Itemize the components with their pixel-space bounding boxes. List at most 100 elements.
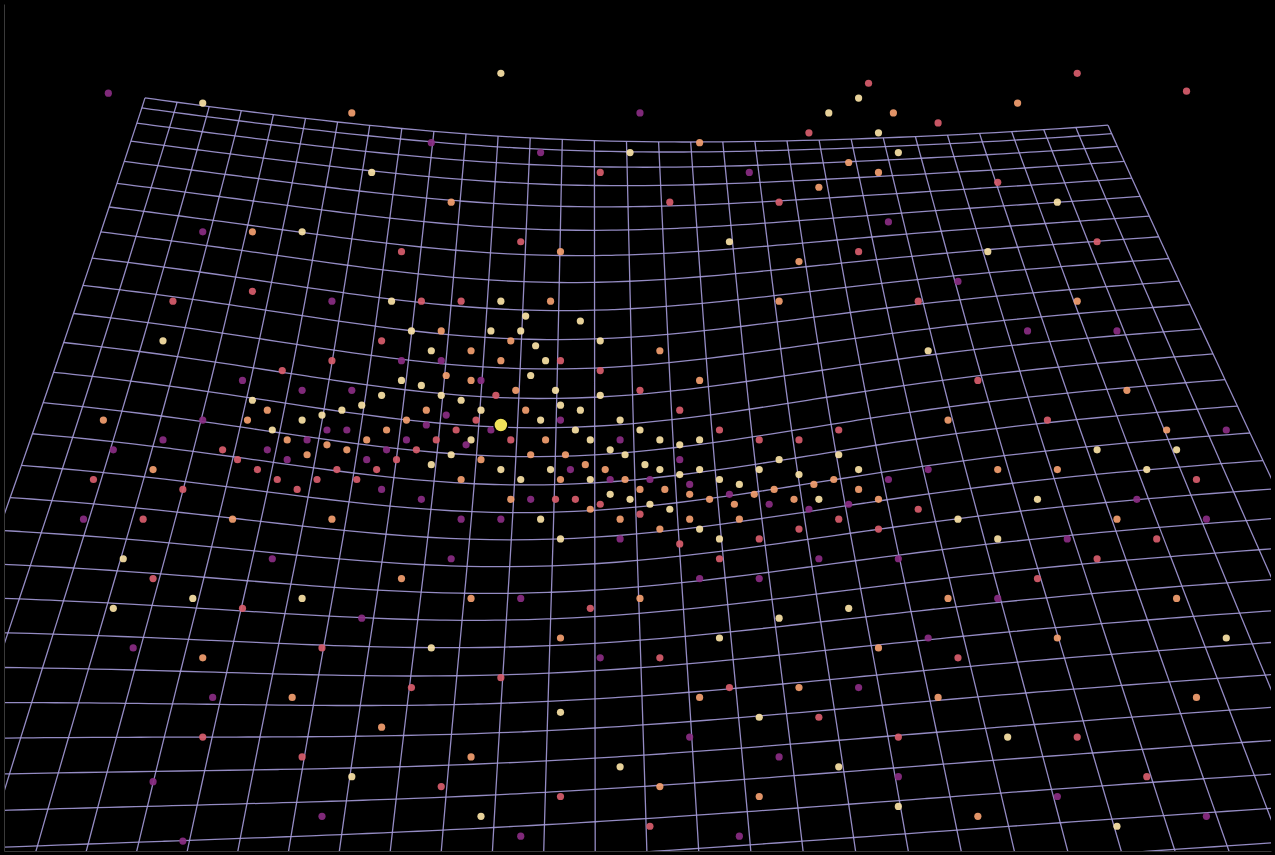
star-point	[1113, 516, 1120, 523]
mesh-line	[787, 141, 923, 851]
star-point	[731, 501, 738, 508]
star-point	[1173, 446, 1180, 453]
star-point	[1093, 238, 1100, 245]
star-point	[537, 416, 544, 423]
star-point	[467, 595, 474, 602]
star-point	[159, 337, 166, 344]
mesh-line	[1108, 125, 1271, 851]
star-point	[497, 357, 504, 364]
star-point	[885, 476, 892, 483]
star-point	[776, 199, 783, 206]
star-point	[895, 733, 902, 740]
star-point	[666, 199, 673, 206]
star-point	[100, 416, 107, 423]
star-point	[835, 426, 842, 433]
star-point	[383, 446, 390, 453]
star-point	[1054, 199, 1061, 206]
star-point	[527, 372, 534, 379]
star-point	[890, 109, 897, 116]
mesh-line	[980, 133, 1252, 851]
star-point	[1093, 446, 1100, 453]
star-point	[895, 773, 902, 780]
star-point	[110, 446, 117, 453]
star-point	[1064, 535, 1071, 542]
star-point	[656, 347, 663, 354]
star-point	[572, 496, 579, 503]
star-point	[279, 367, 286, 374]
star-point	[428, 347, 435, 354]
star-point	[378, 486, 385, 493]
mesh-line	[541, 139, 563, 851]
star-point	[299, 753, 306, 760]
star-point	[562, 451, 569, 458]
star-point	[199, 733, 206, 740]
mesh-line	[1012, 132, 1271, 851]
mesh-line	[915, 137, 1142, 851]
star-point	[835, 516, 842, 523]
series	[100, 99, 1200, 819]
star-point	[756, 793, 763, 800]
star-point	[149, 575, 156, 582]
star-point	[795, 525, 802, 532]
star-point	[954, 654, 961, 661]
star-point	[935, 119, 942, 126]
star-point	[994, 466, 1001, 473]
star-point	[1193, 476, 1200, 483]
star-point	[636, 511, 643, 518]
star-point	[845, 501, 852, 508]
star-point	[1014, 99, 1021, 106]
axis-line	[4, 5, 5, 852]
star-point	[348, 773, 355, 780]
star-point	[552, 496, 559, 503]
mesh-line	[948, 135, 1197, 851]
star-point	[984, 248, 991, 255]
star-point	[661, 486, 668, 493]
star-point	[1143, 466, 1150, 473]
star-point	[626, 496, 633, 503]
star-point	[686, 491, 693, 498]
mesh-line	[4, 107, 209, 851]
star-point	[915, 298, 922, 305]
star-point	[686, 733, 693, 740]
star-point	[795, 684, 802, 691]
star-point	[736, 481, 743, 488]
star-point	[149, 466, 156, 473]
background	[0, 0, 1275, 855]
star-point	[303, 451, 310, 458]
star-point	[666, 506, 673, 513]
mesh-line	[4, 765, 1271, 851]
star-point	[790, 496, 797, 503]
star-point	[249, 288, 256, 295]
star-point	[597, 392, 604, 399]
star-point	[492, 392, 499, 399]
star-point	[885, 218, 892, 225]
star-point	[547, 466, 554, 473]
star-point	[865, 80, 872, 87]
star-point	[467, 753, 474, 760]
star-point	[696, 694, 703, 701]
star-point	[423, 421, 430, 428]
star-point	[875, 129, 882, 136]
star-point	[179, 837, 186, 844]
star-point	[825, 109, 832, 116]
star-point	[696, 466, 703, 473]
star-point	[378, 724, 385, 731]
star-point	[587, 436, 594, 443]
series	[90, 70, 1200, 830]
star-point	[120, 555, 127, 562]
mesh-line	[691, 142, 760, 851]
star-point	[269, 555, 276, 562]
star-point	[636, 486, 643, 493]
star-point	[418, 382, 425, 389]
plot-area	[80, 70, 1230, 845]
star-point	[517, 476, 524, 483]
star-point	[756, 535, 763, 542]
star-point	[348, 387, 355, 394]
star-point	[487, 426, 494, 433]
star-point	[477, 456, 484, 463]
star-point	[1193, 694, 1200, 701]
star-point	[537, 149, 544, 156]
star-point	[1153, 535, 1160, 542]
star-point	[408, 684, 415, 691]
star-point	[398, 377, 405, 384]
